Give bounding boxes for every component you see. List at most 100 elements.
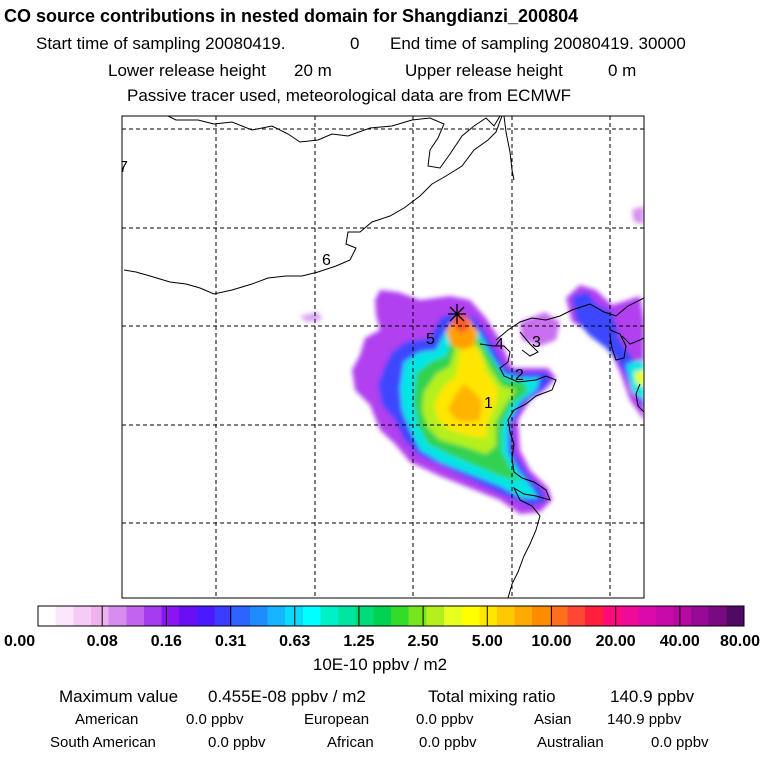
- american-label: American: [75, 711, 139, 728]
- colorbar-tick-label: 0.16: [151, 633, 182, 650]
- colorbar-cell: [55, 606, 74, 626]
- plume-purple-north: [520, 312, 560, 346]
- colorbar-cell: [267, 606, 286, 626]
- australian-label: Australian: [537, 734, 604, 751]
- colorbar-cell: [249, 606, 269, 626]
- colorbar-cell: [161, 606, 180, 626]
- receptor-marker: [448, 304, 466, 324]
- colorbar-tick-label: 0.08: [87, 633, 118, 650]
- colorbar-tick-label: 0.31: [215, 633, 246, 650]
- plume-east-yellow: [634, 370, 644, 386]
- region-label-3: 3: [532, 334, 541, 351]
- sampling-end-label: End time of sampling 20080419. 30000: [390, 34, 686, 53]
- total-mixing-label: Total mixing ratio: [428, 687, 556, 706]
- plume-east-cyan: [626, 360, 644, 400]
- colorbar-cell: [90, 606, 110, 626]
- tracer-info: Passive tracer used, meteorological data…: [127, 86, 572, 105]
- colorbar-cell: [355, 606, 374, 626]
- colorbar-cell: [391, 606, 410, 626]
- colorbar-cell: [302, 606, 321, 626]
- colorbar: [38, 606, 745, 626]
- colorbar-cell: [285, 606, 304, 626]
- colorbar-tick-label: 5.00: [472, 633, 503, 650]
- region-label-1: 1: [484, 395, 493, 412]
- colorbar-cell: [691, 606, 710, 626]
- plume-orange: [448, 384, 482, 422]
- region-label-6: 6: [322, 252, 331, 269]
- lower-height-label: Lower release height: [108, 61, 266, 80]
- colorbar-cell: [196, 606, 216, 626]
- colorbar-cell: [532, 606, 551, 626]
- south-american-label: South American: [50, 734, 156, 751]
- colorbar-tick-label: 10.00: [531, 633, 571, 650]
- colorbar-cell: [232, 606, 251, 626]
- colorbar-tick-label: 0.63: [279, 633, 310, 650]
- colorbar-cell: [496, 606, 516, 626]
- asian-value: 140.9 ppbv: [607, 711, 682, 728]
- african-value: 0.0 ppbv: [419, 734, 477, 751]
- colorbar-cell: [549, 606, 569, 626]
- max-value-label: Maximum value: [59, 687, 179, 706]
- colorbar-cell: [655, 606, 674, 626]
- colorbar-cell: [143, 606, 163, 626]
- european-value: 0.0 ppbv: [416, 711, 474, 728]
- colorbar-cell: [514, 606, 533, 626]
- colorbar-cell: [479, 606, 498, 626]
- coastlines: [123, 116, 644, 598]
- upper-height-label: Upper release height: [405, 61, 563, 80]
- max-value: 0.455E-08 ppbv / m2: [208, 687, 366, 706]
- colorbar-cell: [726, 606, 745, 626]
- region-label-2: 2: [515, 367, 524, 384]
- european-label: European: [304, 711, 370, 728]
- colorbar-cell: [638, 606, 657, 626]
- colorbar-cell: [179, 606, 198, 626]
- total-mixing-value: 140.9 ppbv: [610, 687, 695, 706]
- upper-height-value: 0 m: [608, 61, 637, 80]
- colorbar-cell: [126, 606, 145, 626]
- lower-height-value: 20 m: [294, 61, 332, 80]
- colorbar-cell: [373, 606, 392, 626]
- african-label: African: [327, 734, 374, 751]
- colorbar-frame: [37, 605, 745, 627]
- plume-ne-purple: [632, 206, 644, 224]
- asian-label: Asian: [534, 711, 572, 728]
- map-frame: [121, 115, 645, 599]
- colorbar-unit: 10E-10 ppbv / m2: [313, 655, 447, 674]
- colorbar-cell: [38, 606, 57, 626]
- colorbar-cell: [443, 606, 463, 626]
- colorbar-cell: [620, 606, 639, 626]
- colorbar-tick-label: 1.25: [343, 633, 374, 650]
- map-area: 1 2 3 4 5 6 7: [119, 116, 644, 598]
- colorbar-tick-label: 20.00: [596, 633, 636, 650]
- colorbar-cell: [108, 606, 127, 626]
- plume-field: [300, 206, 644, 514]
- colorbar-cell: [338, 606, 357, 626]
- colorbar-cell: [708, 606, 727, 626]
- colorbar-tick-label: 40.00: [660, 633, 700, 650]
- colorbar-cell: [426, 606, 445, 626]
- american-value: 0.0 ppbv: [186, 711, 244, 728]
- sampling-start-time: 0: [350, 34, 360, 53]
- plume-blue-east: [572, 292, 644, 410]
- region-label-7: 7: [119, 159, 128, 176]
- region-label-5: 5: [426, 331, 435, 348]
- colorbar-tick-label: 0.00: [4, 633, 35, 650]
- colorbar-cell: [673, 606, 692, 626]
- plume-sw-purple: [300, 312, 322, 322]
- sampling-start-label: Start time of sampling 20080419.: [36, 34, 286, 53]
- colorbar-cell: [585, 606, 604, 626]
- colorbar-cell: [408, 606, 427, 626]
- colorbar-cell: [214, 606, 233, 626]
- colorbar-tick-label: 80.00: [720, 633, 760, 650]
- colorbar-labels: 0.00 0.08 0.16 0.31 0.63 1.25 2.50 5.00 10.00 20.…: [4, 633, 760, 650]
- chart-title: CO source contributions in nested domain…: [4, 6, 579, 26]
- colorbar-ticks: [101, 606, 681, 626]
- colorbar-tick-label: 2.50: [408, 633, 439, 650]
- colorbar-cell: [602, 606, 622, 626]
- region-labels: 1 2 3 4 5 6 7: [119, 159, 541, 412]
- colorbar-cell: [320, 606, 339, 626]
- colorbar-cell: [73, 606, 92, 626]
- region-label-4: 4: [495, 336, 504, 353]
- south-american-value: 0.0 ppbv: [208, 734, 266, 751]
